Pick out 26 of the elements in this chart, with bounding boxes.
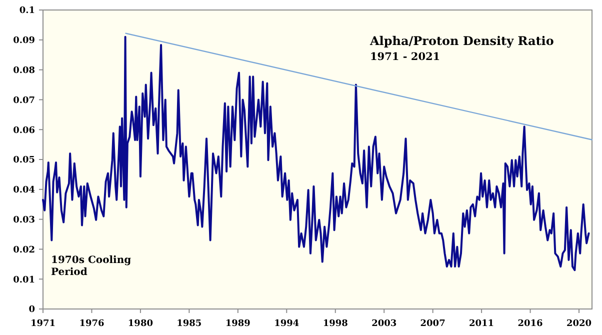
- y-tick-label: 0.06: [13, 126, 35, 136]
- x-tick-label: 1976: [79, 319, 104, 329]
- x-tick-label: 2011: [469, 319, 494, 329]
- y-tick-label: 0.07: [13, 96, 35, 106]
- y-tick-label: 0.09: [13, 36, 35, 46]
- y-tick-label: 0.1: [19, 6, 35, 16]
- x-tick-label: 2003: [372, 319, 397, 329]
- text: Alpha/Proton Density Ratio: [369, 34, 554, 48]
- y-tick-label: 0.03: [13, 215, 35, 226]
- x-tick-label: 2016: [518, 319, 543, 329]
- y-tick-label: 0.01: [13, 275, 35, 286]
- y-tick-label: 0.08: [13, 66, 35, 76]
- x-tick-label: 1989: [225, 319, 250, 329]
- x-tick-label: 1994: [274, 319, 300, 329]
- annotation: 1970s Cooling Period: [51, 255, 132, 278]
- y-tick-label: 0.02: [13, 245, 35, 256]
- y-tick-label: 0: [28, 305, 35, 316]
- x-tick-label: 1980: [128, 319, 153, 329]
- x-tick-label: 1985: [176, 319, 202, 329]
- text: 1971 - 2021: [370, 51, 440, 63]
- y-tick-label: 0.05: [13, 156, 35, 166]
- y-tick-label: 0.04: [13, 186, 35, 196]
- x-tick-label: 1971: [30, 319, 56, 329]
- x-tick-label: 2020: [566, 319, 592, 329]
- x-tick-label: 1998: [322, 319, 348, 329]
- x-tick-label: 2007: [420, 319, 446, 329]
